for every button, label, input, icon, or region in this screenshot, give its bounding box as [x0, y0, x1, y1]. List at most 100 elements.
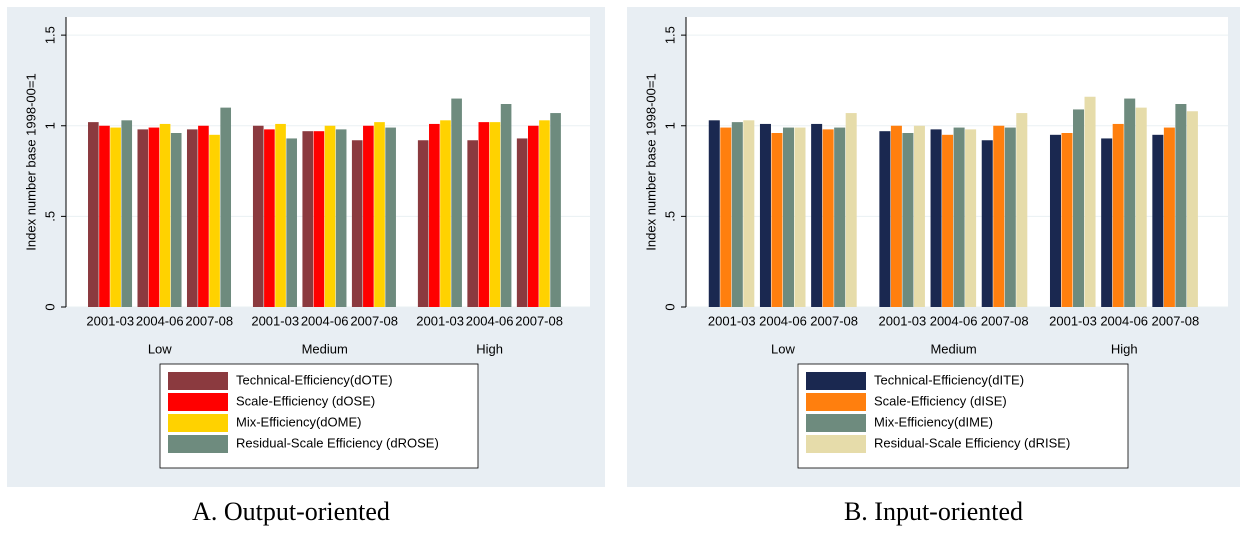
- legend-label: Mix-Efficiency(dIME): [874, 414, 993, 429]
- panel: 0 .5 1 1.5 Index number base 1998-00=1 2001-0…: [627, 7, 1240, 526]
- bar: [500, 104, 512, 307]
- bar: [363, 125, 374, 307]
- bar: [170, 133, 182, 307]
- bar: [148, 127, 160, 307]
- bar: [385, 127, 396, 307]
- y-tick-label: 1: [662, 122, 677, 129]
- bar: [489, 122, 501, 307]
- y-tick-label: 1: [42, 122, 57, 129]
- bar: [1163, 127, 1175, 307]
- bar: [275, 123, 286, 307]
- legend-label: Technical-Efficiency(dITE): [874, 372, 1024, 387]
- bar: [478, 122, 490, 307]
- bar: [451, 98, 462, 307]
- bar: [794, 127, 806, 307]
- bar: [822, 129, 834, 307]
- legend-label: Scale-Efficiency (dOSE): [236, 393, 375, 408]
- bar: [324, 125, 336, 307]
- bar: [220, 107, 232, 307]
- x-tick-label: 2001-03: [879, 313, 927, 328]
- y-tick-label: 0: [662, 303, 677, 310]
- bar: [890, 125, 902, 307]
- bar: [121, 120, 133, 307]
- bar: [981, 140, 993, 307]
- bar: [720, 127, 732, 307]
- bar: [1084, 96, 1096, 307]
- bar: [1061, 133, 1073, 307]
- x-tick-label: 2004-06: [301, 313, 349, 328]
- group-label: Low: [771, 341, 795, 356]
- legend-swatch: [168, 393, 228, 411]
- bar: [252, 125, 264, 307]
- x-tick-label: 2004-06: [930, 313, 978, 328]
- bar: [708, 120, 720, 307]
- y-axis-label: Index number base 1998-00=1: [643, 73, 658, 250]
- bar: [942, 134, 954, 307]
- bar: [913, 125, 925, 307]
- x-tick-label: 2007-08: [185, 313, 233, 328]
- bar: [953, 127, 965, 307]
- legend-label: Technical-Efficiency(dOTE): [236, 372, 393, 387]
- bar: [137, 129, 149, 307]
- bar: [1124, 98, 1136, 307]
- group-label: Medium: [930, 341, 976, 356]
- caption: B. Input-oriented: [844, 497, 1023, 526]
- bar: [550, 113, 561, 307]
- y-tick-label: .5: [42, 211, 57, 222]
- x-tick-label: 2001-03: [86, 313, 134, 328]
- bar: [743, 120, 755, 307]
- legend-label: Scale-Efficiency (dISE): [874, 393, 1007, 408]
- legend-label: Mix-Efficiency(dOME): [236, 414, 361, 429]
- bar: [99, 125, 110, 307]
- x-tick-label: 2007-08: [1152, 313, 1200, 328]
- bar: [527, 125, 539, 307]
- y-tick-label: .5: [662, 211, 677, 222]
- bar: [198, 125, 209, 307]
- bar: [1152, 134, 1164, 307]
- bar: [771, 133, 783, 307]
- x-tick-label: 2007-08: [810, 313, 858, 328]
- bar: [539, 120, 550, 307]
- legend-swatch: [806, 414, 866, 432]
- bar: [1186, 111, 1198, 307]
- legend-swatch: [806, 435, 866, 453]
- legend-swatch: [168, 435, 228, 453]
- x-tick-label: 2007-08: [515, 313, 563, 328]
- group-label: High: [1111, 341, 1138, 356]
- x-tick-label: 2001-03: [251, 313, 299, 328]
- bar: [1004, 127, 1016, 307]
- group-label: Medium: [302, 341, 348, 356]
- y-axis-label: Index number base 1998-00=1: [23, 73, 38, 250]
- bar: [1112, 123, 1124, 307]
- bar: [731, 122, 743, 307]
- group-label: High: [476, 341, 503, 356]
- bar: [834, 127, 846, 307]
- legend-swatch: [806, 393, 866, 411]
- bar: [516, 138, 528, 307]
- bar: [264, 129, 275, 307]
- bar: [88, 122, 99, 307]
- bar: [467, 140, 479, 307]
- bar: [1101, 138, 1113, 307]
- bar: [429, 123, 440, 307]
- bar: [930, 129, 942, 307]
- legend-swatch: [168, 414, 228, 432]
- bar: [351, 140, 363, 307]
- bar: [374, 122, 385, 307]
- caption: A. Output-oriented: [192, 497, 390, 526]
- bar: [1175, 104, 1187, 307]
- legend-label: Residual-Scale Efficiency (dROSE): [236, 435, 439, 450]
- bar: [110, 127, 121, 307]
- x-tick-label: 2001-03: [416, 313, 464, 328]
- bar: [1073, 109, 1085, 307]
- bar: [782, 127, 794, 307]
- panel: 0 .5 1 1.5 Index number base 1998-00=1 2001-0…: [7, 7, 605, 526]
- legend-swatch: [806, 372, 866, 390]
- bar: [1049, 134, 1061, 307]
- bar: [440, 120, 451, 307]
- legend-label: Residual-Scale Efficiency (dRISE): [874, 435, 1070, 450]
- bar: [209, 134, 220, 307]
- bar: [879, 131, 891, 307]
- x-tick-label: 2004-06: [136, 313, 184, 328]
- x-tick-label: 2001-03: [1049, 313, 1097, 328]
